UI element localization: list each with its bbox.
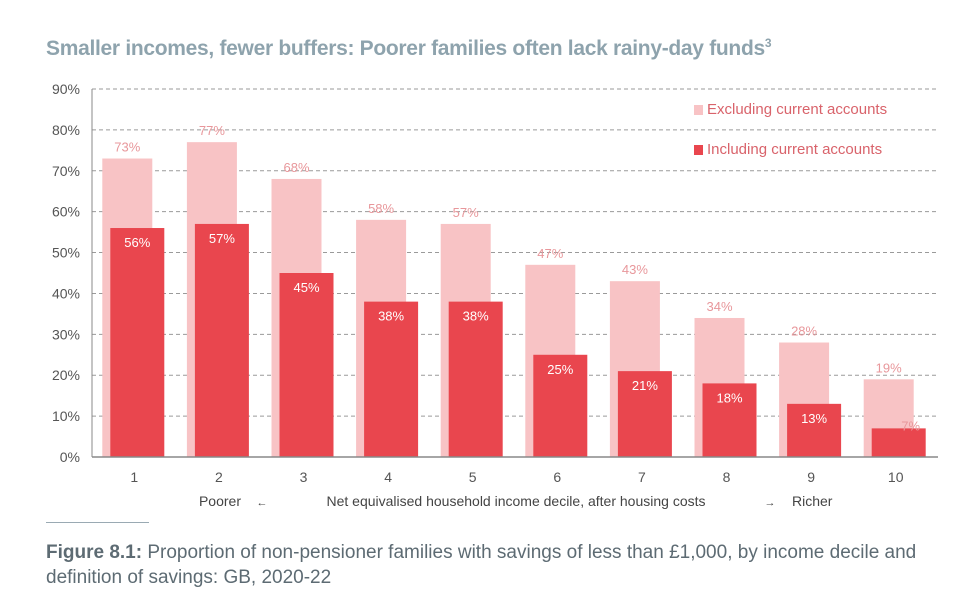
y-tick-label: 70% [52,163,80,179]
data-label-including: 38% [378,309,404,324]
bar-including [194,223,249,457]
bar-including [364,301,419,457]
data-label-excluding: 58% [368,201,394,216]
data-label-including: 45% [293,280,319,295]
bar-including [617,371,672,457]
data-label-excluding: 47% [537,246,563,261]
x-tick-label: 1 [130,469,138,485]
caption-label: Figure 8.1: [46,542,143,563]
x-tick-label: 4 [384,469,392,485]
title-footnote: 3 [764,36,772,50]
x-label-poorer: Poorer [199,493,241,509]
legend-label: Including current accounts [707,141,882,158]
x-tick-label: 6 [553,469,561,485]
data-label-including: 56% [124,235,150,250]
x-tick-label: 3 [300,469,308,485]
y-tick-label: 80% [52,122,80,138]
caption-text: Proportion of non-pensioner families wit… [46,542,917,588]
x-axis-title: Net equivalised household income decile,… [326,493,705,509]
y-tick-label: 0% [60,449,80,465]
data-label-excluding: 43% [622,262,648,277]
data-label-including: 57% [209,231,235,246]
data-label-including: 7% [901,418,920,433]
bar-including [448,301,503,457]
x-tick-label: 8 [723,469,731,485]
data-label-excluding: 19% [876,360,902,375]
y-tick-label: 30% [52,326,80,342]
caption-divider [46,522,149,523]
data-label-excluding: 73% [114,140,140,155]
bar-including [702,383,757,457]
legend-swatch [694,145,703,155]
legend-swatch [694,105,703,115]
y-tick-label: 10% [52,408,80,424]
arrow-right-icon: → [765,497,776,509]
y-tick-label: 90% [52,81,80,97]
x-tick-label: 10 [888,469,904,485]
bar-chart: 0%10%20%30%40%50%60%70%80%90%73%56%177%5… [52,81,938,509]
x-tick-label: 2 [215,469,223,485]
data-label-including: 25% [547,362,573,377]
bar-including [871,428,926,457]
x-tick-label: 5 [469,469,477,485]
data-label-excluding: 57% [453,205,479,220]
chart-title: Smaller incomes, fewer buffers: Poorer f… [46,36,772,61]
data-label-excluding: 34% [706,299,732,314]
data-label-including: 38% [463,309,489,324]
bar-including [533,354,588,457]
arrow-left-icon: ← [257,497,268,509]
bar-including [279,273,334,457]
data-label-including: 13% [801,411,827,426]
data-label-including: 21% [632,378,658,393]
figure-caption: Figure 8.1: Proportion of non-pensioner … [46,540,946,590]
data-label-excluding: 28% [791,324,817,339]
title-text: Smaller incomes, fewer buffers: Poorer f… [46,37,765,60]
y-tick-label: 40% [52,285,80,301]
y-tick-label: 50% [52,245,80,261]
y-tick-label: 60% [52,204,80,220]
legend-label: Excluding current accounts [707,101,887,118]
data-label-including: 18% [716,390,742,405]
x-tick-label: 7 [638,469,646,485]
data-label-excluding: 68% [283,160,309,175]
bar-including [787,403,842,457]
y-tick-label: 20% [52,367,80,383]
x-tick-label: 9 [807,469,815,485]
bar-including [110,228,165,457]
data-label-excluding: 77% [199,123,225,138]
x-label-richer: Richer [792,493,833,509]
